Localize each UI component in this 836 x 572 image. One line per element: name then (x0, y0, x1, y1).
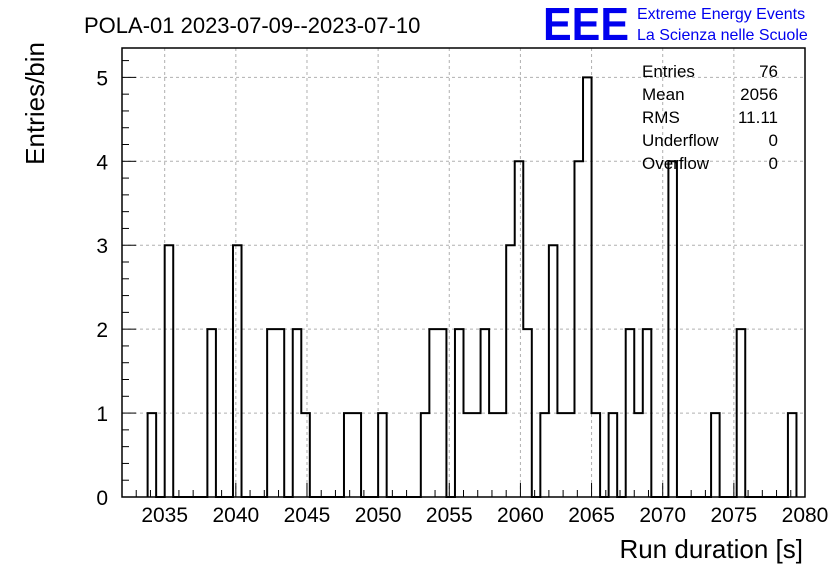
stat-label: Mean (642, 85, 685, 104)
chart-title: POLA-01 2023-07-09--2023-07-10 (84, 13, 420, 38)
y-axis-title: Entries/bin (20, 42, 50, 165)
x-axis: 2035 2040 2045 2050 2055 2060 2065 2070 2075 2080 (121, 483, 829, 527)
histogram-bin (498, 413, 507, 497)
y-tick-label: 5 (96, 67, 108, 90)
histogram-bin (583, 77, 592, 497)
histogram-bin (609, 413, 618, 497)
histogram-bin (549, 245, 558, 497)
histogram-bin (788, 413, 797, 497)
y-tick-label: 0 (96, 487, 108, 510)
histogram-bin (489, 413, 498, 497)
y-tick-label: 1 (96, 403, 108, 426)
histogram-bin (592, 413, 601, 497)
histogram-bin (165, 245, 174, 497)
histogram-bin (148, 413, 157, 497)
grid-layer (122, 48, 806, 497)
x-tick-label: 2060 (497, 504, 544, 527)
y-tick-label: 3 (96, 235, 108, 258)
stat-label: Entries (642, 62, 695, 81)
x-axis-title: Run duration [s] (619, 534, 803, 564)
stat-value: 11.11 (738, 108, 778, 127)
logo-line1: Extreme Energy Events (637, 6, 805, 23)
y-axis: 0 1 2 3 4 5 (96, 60, 136, 510)
stat-label: RMS (642, 108, 680, 127)
stat-value: 0 (769, 154, 778, 173)
stat-label: Underflow (642, 131, 719, 150)
logo-line2: La Scienza nelle Scuole (637, 27, 808, 44)
x-tick-label: 2055 (426, 504, 473, 527)
histogram-bin (301, 413, 310, 497)
histogram-bin (506, 245, 515, 497)
x-tick-label: 2040 (212, 504, 259, 527)
histogram-bin (557, 413, 566, 497)
histogram-bin (711, 413, 720, 497)
histogram-bin (353, 413, 362, 497)
x-tick-label: 2065 (568, 504, 615, 527)
stat-value: 2056 (740, 85, 778, 104)
histogram-bin (421, 413, 430, 497)
stat-value: 76 (759, 62, 778, 81)
histogram-bin (634, 413, 643, 497)
histogram-bin (540, 413, 549, 497)
logo-mark: EEE (543, 0, 629, 50)
x-tick-label: 2070 (639, 504, 686, 527)
x-tick-label: 2035 (141, 504, 188, 527)
x-tick-label: 2075 (710, 504, 757, 527)
eee-logo: EEE Extreme Energy Events La Scienza nel… (543, 0, 808, 50)
histogram-bin (566, 413, 575, 497)
stats-box: Entries 76 Mean 2056 RMS 11.11 Underflow 0 Overf… (642, 62, 778, 173)
plot-frame (121, 47, 806, 498)
stat-label: Overflow (642, 154, 710, 173)
x-tick-label: 2045 (284, 504, 331, 527)
histogram-bin (233, 245, 242, 497)
histogram-bin (464, 413, 473, 497)
histogram-bin (344, 413, 353, 497)
stat-value: 0 (769, 131, 778, 150)
x-tick-label: 2050 (355, 504, 402, 527)
histogram-bin (378, 413, 387, 497)
y-tick-label: 4 (96, 151, 108, 174)
x-tick-label: 2080 (782, 504, 829, 527)
histogram-bin (472, 413, 481, 497)
y-tick-label: 2 (96, 319, 108, 342)
